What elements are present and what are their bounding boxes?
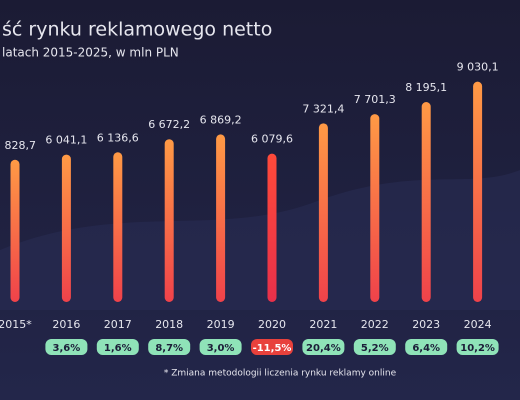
- bar: [473, 81, 483, 302]
- footnote: * Zmiana metodologii liczenia rynku rekl…: [164, 369, 397, 379]
- value-label: 6 136,6: [97, 131, 139, 144]
- growth-label: 8,7%: [155, 343, 183, 354]
- growth-label: 10,2%: [460, 343, 495, 354]
- growth-pill: [45, 339, 88, 355]
- growth-pill: [302, 339, 345, 355]
- bar: [267, 153, 277, 302]
- growth-label: 3,0%: [207, 343, 235, 354]
- growth-label: 3,6%: [53, 343, 81, 354]
- bar: [113, 152, 123, 302]
- value-label: 6 869,2: [200, 113, 242, 126]
- x-tick-label: 2021: [309, 318, 337, 331]
- growth-label: 6,4%: [412, 343, 440, 354]
- value-label: 5 828,7: [0, 139, 36, 152]
- x-tick-label: 2019: [207, 318, 235, 331]
- bar: [421, 102, 431, 303]
- growth-pill: [456, 339, 499, 355]
- wave: [0, 170, 520, 310]
- value-label: 6 079,6: [251, 133, 293, 146]
- value-label: 7 701,3: [354, 93, 396, 106]
- growth-label: 20,4%: [306, 343, 341, 354]
- value-label: 7 321,4: [302, 102, 344, 115]
- value-label: 8 195,1: [405, 81, 447, 94]
- bar: [370, 114, 380, 302]
- growth-label: 5,2%: [361, 343, 389, 354]
- growth-pill: [199, 339, 242, 355]
- x-tick-label: 2020: [258, 318, 286, 331]
- x-tick-label: 2017: [104, 318, 132, 331]
- growth-pill: [353, 339, 396, 355]
- growth-pill: [148, 339, 191, 355]
- growth-pill: [251, 339, 293, 355]
- value-label: 9 030,1: [457, 61, 499, 74]
- bar: [10, 159, 20, 302]
- bar: [61, 154, 71, 302]
- bar: [318, 123, 328, 302]
- x-tick-label: 2024: [464, 318, 492, 331]
- growth-label: -11,5%: [253, 343, 292, 354]
- chart-title: ść rynku reklamowego netto: [2, 19, 272, 41]
- bar: [216, 134, 226, 302]
- x-tick-label: 2018: [155, 318, 183, 331]
- x-tick-label: 2022: [361, 318, 389, 331]
- bar: [164, 139, 174, 302]
- x-tick-label: 2015*: [0, 318, 32, 331]
- value-label: 6 041,1: [45, 134, 87, 147]
- x-tick-label: 2016: [52, 318, 80, 331]
- growth-label: 1,6%: [104, 343, 132, 354]
- growth-pill: [96, 339, 139, 355]
- value-label: 6 672,2: [148, 118, 190, 131]
- x-tick-label: 2023: [412, 318, 440, 331]
- chart-subtitle: latach 2015-2025, w mln PLN: [2, 46, 179, 60]
- growth-pill: [405, 339, 448, 355]
